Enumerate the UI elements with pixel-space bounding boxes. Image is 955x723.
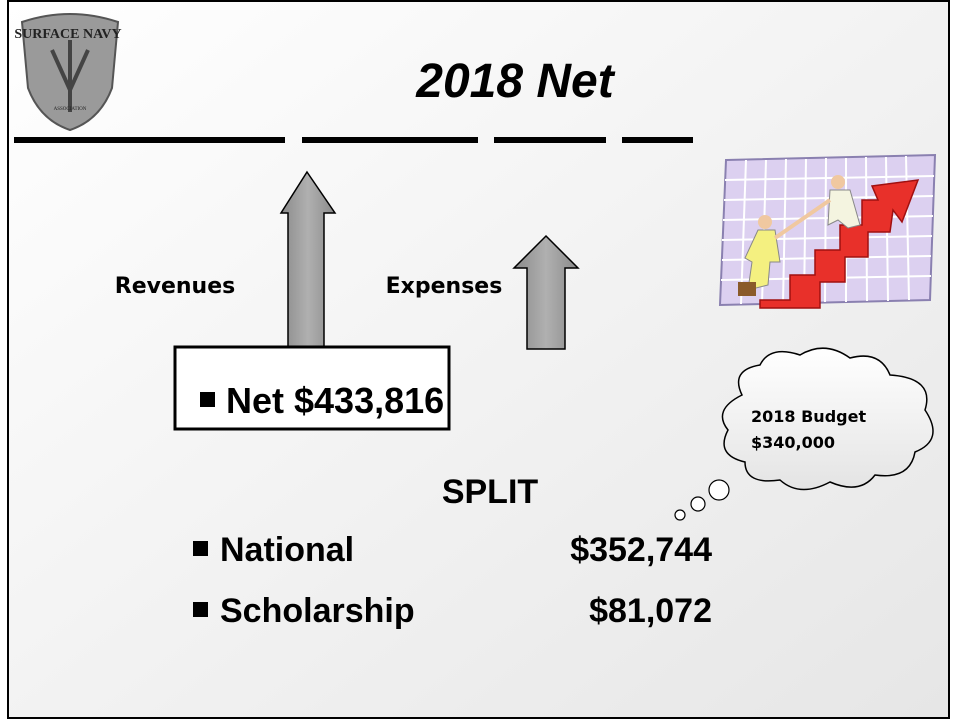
rule-segment [494,137,606,143]
bullet [193,541,208,556]
cloud-bubble [691,497,705,511]
split-name: National [220,531,354,569]
split-name: Scholarship [220,592,415,630]
figure-head [831,175,845,189]
logo-title: SURFACE NAVY [14,27,121,42]
bullet [193,602,208,617]
briefcase [738,282,756,296]
bullet [200,392,215,407]
budget-line-2: $340,000 [751,433,835,452]
rule-segment [302,137,478,143]
rule-segment [622,137,693,143]
revenues-label: Revenues [115,274,235,299]
budget-line-1: 2018 Budget [751,407,866,426]
cloud-bubble [675,510,685,520]
split-amount: $81,072 [589,592,712,630]
logo-subtitle: ASSOCIATION [54,107,87,112]
slide: SURFACE NAVY ASSOCIATION 2018 Net Revenu… [0,0,955,723]
title-rule [14,137,693,143]
split-heading: SPLIT [442,473,539,511]
expenses-label: Expenses [386,274,503,299]
split-amount: $352,744 [570,531,712,569]
cloud-bubble [709,480,729,500]
rule-segment [14,137,285,143]
slide-title: 2018 Net [415,55,615,108]
figure-head [758,215,772,229]
net-total: Net $433,816 [226,380,444,421]
growth-clipart [720,155,935,308]
